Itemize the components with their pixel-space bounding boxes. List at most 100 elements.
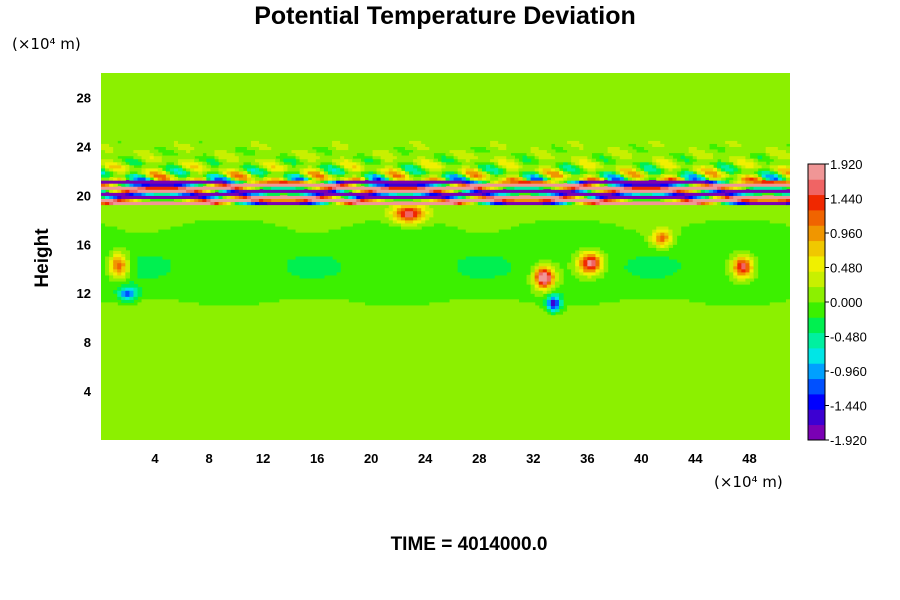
heatmap-cell (563, 186, 568, 190)
heatmap-cell (741, 143, 787, 147)
heatmap-cell (352, 189, 357, 193)
heatmap-cell (583, 173, 588, 178)
heatmap-cell (445, 222, 520, 227)
heatmap-cell (757, 161, 767, 166)
heatmap-cell (490, 143, 507, 147)
heatmap-cell (676, 183, 682, 187)
heatmap-cell (712, 195, 718, 199)
heatmap-cell (173, 183, 183, 187)
heatmap-cell (546, 302, 552, 307)
heatmap-cell (627, 262, 682, 267)
heatmap-cell (198, 198, 203, 203)
heatmap-cell (494, 201, 503, 206)
heatmap-cell (392, 152, 402, 157)
heatmap-cell (113, 176, 118, 181)
heatmap-cell (668, 238, 674, 242)
heatmap-cell (283, 176, 289, 181)
heatmap-cell (129, 167, 143, 172)
heatmap-cell (684, 189, 690, 193)
heatmap-cell (250, 143, 268, 147)
heatmap-cell (469, 173, 475, 178)
heatmap-cell (307, 164, 313, 169)
heatmap-cell (721, 201, 726, 206)
heatmap-cell (567, 265, 576, 270)
heatmap-cell (287, 225, 341, 230)
heatmap-cell (737, 186, 742, 190)
heatmap-cell (668, 167, 674, 172)
heatmap-cell (279, 180, 289, 184)
heatmap-cell (125, 290, 130, 294)
heatmap-cell (259, 180, 268, 184)
heatmap-cell (417, 161, 422, 166)
heatmap-cell (323, 170, 329, 175)
heatmap-cell (583, 268, 597, 273)
heatmap-cell (109, 259, 114, 264)
heatmap-cell (558, 170, 564, 175)
heatmap-cell (141, 155, 151, 160)
heatmap-cell (546, 180, 552, 184)
heatmap-cell (315, 173, 325, 178)
heatmap-cell (486, 195, 495, 199)
colorbar-tick-label: -0.960 (830, 364, 867, 379)
heatmap-cell (785, 222, 790, 227)
heatmap-cell (567, 173, 572, 178)
heatmap-cell (563, 164, 572, 169)
heatmap-cell (550, 198, 556, 203)
heatmap-cell (542, 268, 548, 273)
heatmap-cell (737, 192, 742, 196)
heatmap-cell (267, 173, 284, 178)
heatmap-cell (222, 195, 228, 199)
heatmap-cell (101, 391, 790, 395)
heatmap-cell (307, 158, 317, 163)
heatmap-cell (421, 213, 426, 218)
heatmap-cell (554, 201, 560, 206)
colorbar (807, 163, 826, 441)
heatmap-cell (461, 164, 471, 169)
heatmap-cell (425, 207, 434, 212)
heatmap-cell (125, 256, 130, 261)
heatmap-cell (575, 268, 580, 273)
heatmap-cell (688, 195, 694, 199)
heatmap-cell (352, 173, 357, 178)
heatmap-cell (737, 164, 742, 169)
heatmap-cell (595, 173, 601, 178)
heatmap-cell (101, 198, 114, 203)
heatmap-cell (429, 176, 438, 181)
heatmap-cell (477, 170, 483, 175)
heatmap-cell (477, 176, 483, 181)
heatmap-cell (567, 195, 572, 199)
heatmap-cell (631, 155, 653, 160)
heatmap-cell (137, 268, 171, 273)
heatmap-cell (696, 155, 714, 160)
colorbar-swatch (808, 240, 825, 257)
heatmap-cell (246, 173, 252, 178)
heatmap-cell (396, 176, 406, 181)
heatmap-cell (101, 216, 390, 221)
heatmap-cell (514, 161, 520, 166)
heatmap-cell (652, 155, 665, 160)
heatmap-cell (101, 415, 790, 420)
heatmap-cell (344, 158, 349, 163)
x-tick-label: 12 (256, 451, 270, 466)
heatmap-cell (332, 201, 337, 206)
heatmap-cell (660, 238, 665, 242)
heatmap-cell (769, 155, 779, 160)
heatmap-cell (721, 176, 726, 181)
heatmap-cell (583, 176, 588, 181)
heatmap-cell (344, 195, 349, 199)
heatmap-cell (494, 198, 503, 203)
heatmap-cell (538, 284, 544, 288)
heatmap-cell (627, 198, 633, 203)
heatmap-cell (445, 176, 451, 181)
heatmap-cell (546, 305, 552, 310)
colorbar-swatch (808, 194, 825, 211)
heatmap-cell (729, 195, 734, 199)
heatmap-cell (173, 176, 179, 181)
heatmap-cell (421, 170, 426, 175)
heatmap-cell (238, 189, 329, 193)
heatmap-cell (502, 180, 511, 184)
heatmap-cell (684, 198, 690, 203)
heatmap-cell (571, 161, 576, 166)
heatmap-cell (623, 225, 657, 230)
heatmap-cell (425, 176, 430, 181)
